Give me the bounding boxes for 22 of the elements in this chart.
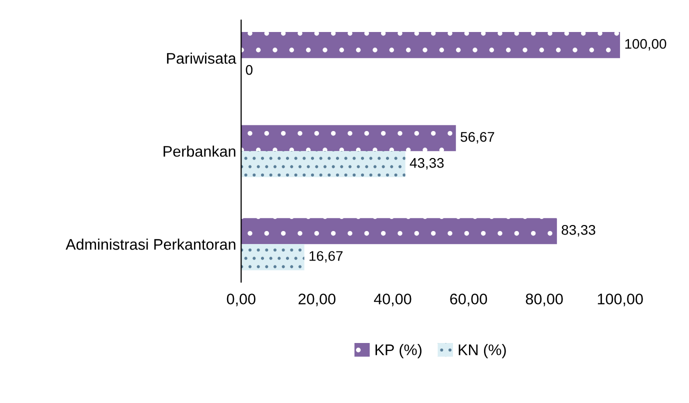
x-tick-label: 0,00 <box>226 294 256 306</box>
x-tick-label: 40,00 <box>374 294 412 306</box>
legend-label: KN (%) <box>458 344 506 358</box>
x-tick-label: 100,00 <box>598 294 643 306</box>
bar <box>241 244 304 270</box>
data-label: 100,00 <box>625 38 666 50</box>
bar <box>241 151 406 178</box>
y-tick-label: Administrasi Perkantoran <box>66 238 236 250</box>
bar <box>241 32 620 58</box>
y-tick-label: Pariwisata <box>167 52 236 64</box>
bar <box>241 218 557 244</box>
y-tick-label: Perbankan <box>164 146 236 157</box>
bar <box>241 125 456 152</box>
data-label: 56,67 <box>460 132 494 144</box>
data-label: 16,67 <box>310 251 343 263</box>
x-tick-label: 60,00 <box>450 294 488 306</box>
data-label: 43,33 <box>410 158 444 170</box>
x-tick-label: 20,00 <box>298 294 336 306</box>
data-label: 83,33 <box>562 225 596 236</box>
legend-label: KP (%) <box>376 344 422 358</box>
x-tick-label: 80,00 <box>526 294 563 306</box>
data-label: 0 <box>246 65 252 75</box>
